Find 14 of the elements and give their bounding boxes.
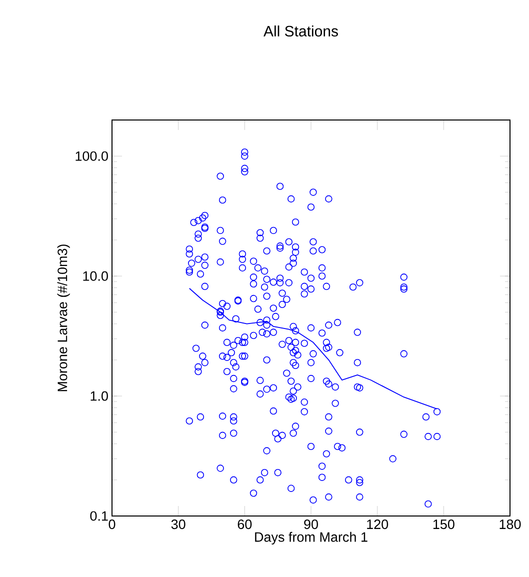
y-tick-label: 100.0 [76, 151, 108, 161]
chart-title: All Stations [264, 25, 338, 36]
y-tick-label: 1.0 [90, 391, 108, 401]
y-tick-label: 0.1 [90, 511, 108, 521]
x-tick-label: 120 [367, 520, 388, 530]
y-axis-title: Morone Larvae (#/10m3) [57, 244, 70, 392]
x-tick-label: 90 [304, 520, 318, 530]
x-tick-label: 30 [171, 520, 186, 530]
x-tick-label: 180 [500, 520, 521, 530]
x-axis-title: Days from March 1 [255, 532, 368, 544]
x-tick-label: 0 [108, 520, 116, 530]
x-tick-label: 60 [238, 520, 252, 530]
y-tick-label: 10.0 [83, 271, 108, 281]
x-tick-label: 150 [433, 520, 454, 530]
